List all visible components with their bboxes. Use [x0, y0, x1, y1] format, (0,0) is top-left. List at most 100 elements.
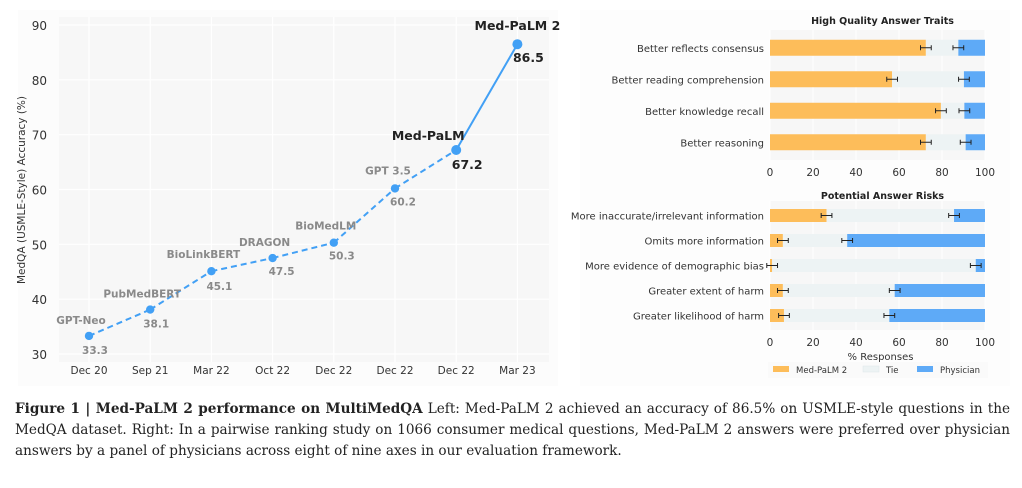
legend-label: Med-PaLM 2: [796, 366, 847, 376]
x-tick-label: 40: [849, 167, 862, 179]
x-tick-label: Mar 23: [499, 365, 536, 377]
bar-tie: [782, 284, 895, 297]
point-value-label: 50.3: [329, 251, 355, 263]
high-quality-traits-panel: 0 20 40 60 80 100 High Quality Answer Traits Be…: [612, 16, 996, 179]
bar-tie: [826, 209, 955, 222]
legend-label: Tie: [885, 366, 899, 376]
bar-tie: [783, 309, 890, 322]
point-model-label: GPT 3.5: [365, 165, 411, 177]
point-model-label: DRAGON: [239, 237, 290, 249]
y-tick-label: 80: [32, 74, 47, 88]
figure-caption: Figure 1 | Med-PaLM 2 performance on Mul…: [15, 399, 1010, 462]
bar-tie: [925, 134, 966, 151]
bar-med-palm-2: [770, 234, 783, 247]
bar-tie: [892, 71, 964, 88]
x-tick-label: Dec 22: [376, 365, 413, 377]
bar-tie: [782, 234, 848, 247]
x-tick-label: 100: [975, 167, 995, 179]
x-tick-label: Mar 22: [193, 365, 230, 377]
bar-tie: [772, 259, 976, 272]
point-value-label: 38.1: [143, 319, 169, 331]
point-value-label: 60.2: [390, 196, 416, 208]
category-label: Better reflects consensus: [637, 44, 764, 55]
y-tick-label: 60: [32, 184, 47, 198]
x-tick-label: 20: [806, 337, 819, 349]
point-value-label: 67.2: [452, 157, 483, 172]
category-label: Omits more information: [645, 237, 765, 248]
legend-swatch: [773, 366, 789, 372]
x-tick-label: 60: [892, 167, 905, 179]
point-model-label: Med-PaLM 2: [475, 18, 560, 33]
point-value-label: 33.3: [82, 345, 108, 357]
x-tick-label: 20: [806, 167, 819, 179]
line-segment: [211, 257, 273, 273]
point-model-label: GPT-Neo: [56, 315, 105, 327]
data-point: [390, 184, 400, 193]
bar-physician: [963, 71, 985, 88]
point-value-label: 47.5: [269, 266, 295, 278]
point-model-label: BioLinkBERT: [167, 249, 241, 261]
line-segment: [272, 241, 335, 260]
x-tick-label: 0: [767, 337, 774, 349]
legend: Med-PaLM 2 Tie Physician: [768, 362, 988, 378]
category-label: More evidence of demographic bias: [585, 262, 764, 273]
y-tick-label: 40: [32, 293, 47, 307]
x-tick-label: Sep 21: [132, 365, 169, 377]
line-segment: [394, 149, 457, 190]
panel-title: Potential Answer Risks: [821, 191, 945, 202]
line-segment: [455, 43, 519, 151]
point-model-label: BioMedLM: [295, 221, 356, 233]
line-segment: [88, 308, 151, 337]
caption-label: Figure 1 | Med-PaLM 2 performance on Mul…: [15, 401, 423, 417]
x-tick-label: Oct 22: [255, 365, 290, 377]
x-tick-label: 80: [935, 337, 948, 349]
x-tick-label: 60: [892, 337, 905, 349]
legend-swatch: [917, 366, 933, 372]
x-tick-label: Dec 22: [315, 365, 352, 377]
pairwise-ranking-bar-charts: 0 20 40 60 80 100 High Quality Answer Traits Be…: [570, 16, 996, 378]
y-tick-label: 30: [32, 348, 47, 362]
y-axis-label: MedQA (USMLE-Style) Accuracy (%): [16, 96, 28, 284]
data-point: [146, 305, 155, 314]
category-label: Better knowledge recall: [645, 107, 764, 118]
line-segment: [149, 270, 212, 311]
bar-physician: [964, 102, 985, 119]
x-tick-label: 40: [849, 337, 862, 349]
bar-med-palm-2: [770, 134, 926, 151]
bar-tie: [940, 102, 965, 119]
x-tick-label: 100: [975, 337, 995, 349]
data-point: [329, 238, 338, 247]
x-tick-label: 0: [767, 167, 774, 179]
legend-label: Physician: [940, 366, 980, 376]
answer-risks-panel: 0 20 40 60 80 100 Potential Answer Risks % Resp…: [571, 191, 995, 363]
category-label: Better reasoning: [680, 138, 764, 149]
bar-physician: [958, 39, 985, 56]
point-value-label: 45.1: [206, 281, 232, 293]
data-point: [207, 267, 216, 276]
caption-text: Left: Med-PaLM 2 achieved an accuracy of…: [15, 401, 1010, 459]
data-point: [512, 39, 523, 50]
bar-physician: [847, 234, 985, 247]
legend-swatch: [862, 365, 880, 373]
data-point: [451, 145, 462, 156]
point-model-label: Med-PaLM: [392, 128, 465, 143]
x-tick-label: Dec 22: [438, 365, 475, 377]
bar-physician: [965, 134, 985, 151]
y-tick-label: 90: [32, 19, 47, 33]
x-axis-label: % Responses: [848, 352, 914, 363]
data-point: [84, 331, 94, 341]
point-model-label: PubMedBERT: [103, 289, 182, 301]
bar-med-palm-2: [770, 309, 784, 322]
bar-physician: [954, 209, 985, 222]
y-tick-label: 70: [32, 129, 47, 143]
bar-med-palm-2: [770, 209, 827, 222]
medqa-accuracy-line-chart: 30 40 50 60 70 80 90 Dec 20 Sep 21 Mar 22 Oct 22 De…: [16, 10, 560, 386]
panel-title: High Quality Answer Traits: [811, 16, 954, 27]
bar-med-palm-2: [770, 71, 893, 88]
point-value-label: 86.5: [513, 50, 544, 65]
bar-med-palm-2: [770, 284, 783, 297]
bar-physician: [889, 309, 985, 322]
x-tick-label: Dec 20: [70, 365, 107, 377]
bar-med-palm-2: [770, 102, 941, 119]
category-label: Greater likelihood of harm: [633, 312, 764, 323]
